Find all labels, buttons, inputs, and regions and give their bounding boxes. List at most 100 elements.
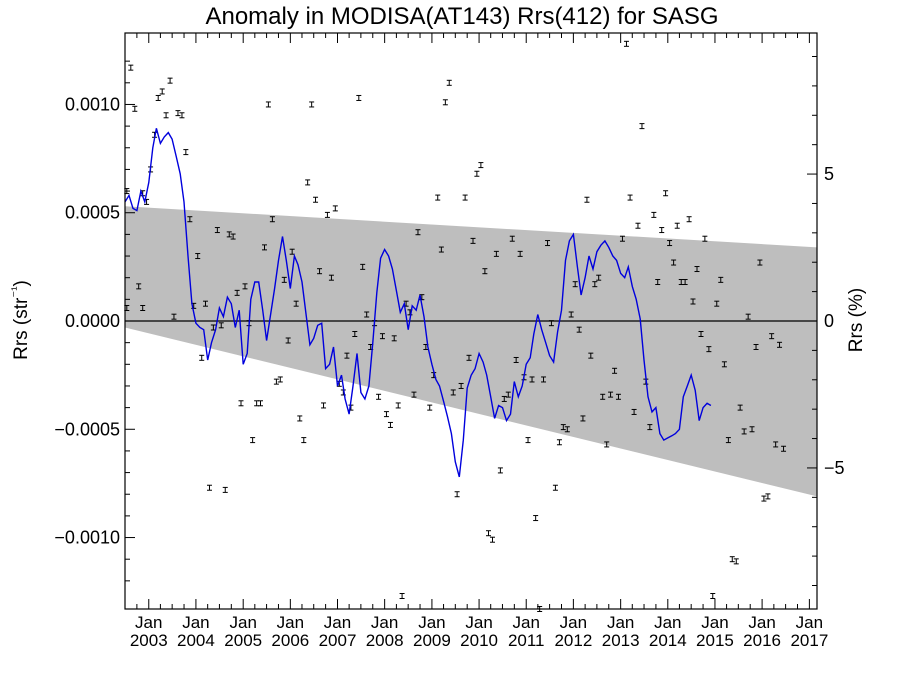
y-left-tick-label: 0.0005 [65,203,120,223]
data-point [360,263,366,270]
data-point [171,313,177,320]
data-point [254,400,260,407]
data-point [344,352,350,359]
x-tick-year: 2012 [554,631,592,650]
data-point [356,94,362,101]
data-point [718,276,724,283]
y-left-tick-label: −0.0010 [54,528,120,548]
data-point [277,376,283,383]
data-point [729,556,735,563]
x-tick-year: 2017 [790,631,828,650]
data-point [737,404,743,411]
data-point [749,426,755,433]
data-point [659,227,665,234]
x-tick-month: Jan [465,613,492,632]
data-point [765,493,771,500]
data-point [690,298,696,305]
y-axis-right-label: Rrs (%) [846,288,867,352]
x-tick-month: Jan [748,613,775,632]
x-tick-year: 2014 [649,631,687,650]
data-point [383,411,389,418]
data-point [265,101,271,108]
data-point [474,170,480,177]
data-point [226,231,232,238]
data-point [328,274,334,281]
data-point [202,300,208,307]
data-point [387,421,393,428]
data-point [454,491,460,498]
x-tick-month: Jan [229,613,256,632]
data-point [206,484,212,491]
data-point [305,179,311,186]
y-right-tick-label: 0 [824,311,834,331]
data-point [533,515,539,522]
data-point [541,376,547,383]
data-point [721,361,727,368]
data-point [317,268,323,275]
data-point [493,250,499,257]
data-point [733,558,739,565]
data-point [242,283,248,290]
data-point [163,112,169,119]
data-point [686,216,692,223]
data-point [289,248,295,255]
data-point [285,337,291,344]
data-point [501,395,507,402]
data-point [395,402,401,409]
data-point [281,276,287,283]
data-point [608,391,614,398]
x-tick-month: Jan [654,613,681,632]
data-point [568,311,574,318]
x-tick-year: 2006 [271,631,309,650]
data-point [556,439,562,446]
data-point [324,211,330,218]
data-point [623,40,629,47]
data-point [214,227,220,234]
data-point [753,343,759,350]
chart-title: Anomaly in MODISA(AT143) Rrs(412) for SA… [205,3,718,30]
y-left-tick-label: 0.0010 [65,94,120,114]
x-tick-month: Jan [182,613,209,632]
data-point [741,428,747,435]
data-point [128,64,134,71]
data-point [187,216,193,223]
x-tick-month: Jan [418,613,445,632]
data-point [309,101,315,108]
data-point [399,593,405,600]
data-point [195,253,201,260]
data-point [155,94,161,101]
uncertainty-band [125,206,817,497]
data-point [706,346,712,353]
data-point [497,467,503,474]
data-point [576,326,582,333]
x-tick-month: Jan [607,613,634,632]
data-point [427,404,433,411]
data-point [710,593,716,600]
data-point [745,313,751,320]
x-tick-year: 2015 [696,631,734,650]
data-point [269,216,275,223]
x-tick-month: Jan [796,613,823,632]
data-point [258,400,264,407]
data-point [470,237,476,244]
data-point [529,376,535,383]
data-point [297,415,303,422]
data-point [273,378,279,385]
data-point [647,424,653,431]
data-point [592,281,598,288]
data-point [301,437,307,444]
smoothed-line-layer [124,128,712,478]
data-point [588,352,594,359]
data-point [560,424,566,431]
data-point [509,235,515,242]
data-point [635,222,641,229]
data-point [631,408,637,415]
data-point [132,105,138,112]
data-point [682,279,688,286]
x-tick-year: 2007 [319,631,357,650]
x-tick-month: Jan [371,613,398,632]
x-tick-year: 2003 [130,631,168,650]
data-point [262,244,268,251]
y-right-tick-label: −5 [824,458,845,478]
